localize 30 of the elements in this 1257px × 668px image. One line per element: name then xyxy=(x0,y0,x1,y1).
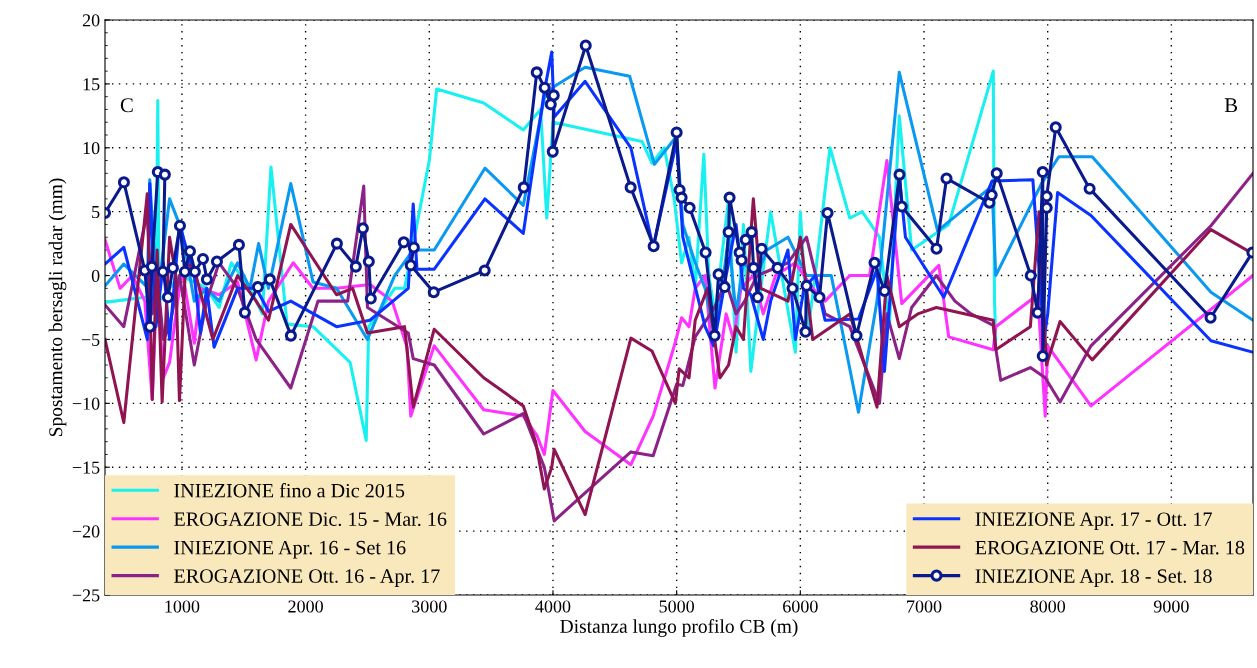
x-tick-label: 1000 xyxy=(165,600,200,613)
x-tick-label: 6000 xyxy=(783,600,818,613)
legend-label: INIEZIONE Apr. 16 - Set 16 xyxy=(174,540,406,559)
y-tick-label: −25 xyxy=(72,589,100,602)
y-tick-label: −15 xyxy=(72,461,100,474)
x-tick-label: 2000 xyxy=(288,600,323,613)
y-tick-label: 5 xyxy=(92,206,100,219)
y-tick-label: −10 xyxy=(72,397,100,410)
annotation: C xyxy=(120,98,133,113)
x-tick-label: 3000 xyxy=(412,600,447,613)
x-tick-label: 7000 xyxy=(907,600,942,613)
annotation: B xyxy=(1224,98,1238,113)
x-tick-label: 4000 xyxy=(535,600,571,613)
legend-label: EROGAZIONE Ott. 16 - Apr. 17 xyxy=(174,569,440,587)
legend-label: EROGAZIONE Ott. 17 - Mar. 18 xyxy=(975,540,1245,555)
y-tick-label: 20 xyxy=(82,14,100,27)
x-axis-title: Distanza lungo profilo CB (m) xyxy=(560,619,798,637)
legend-label: INIEZIONE Apr. 18 - Set. 18 xyxy=(975,569,1212,587)
x-tick-label: 9000 xyxy=(1153,600,1189,613)
x-tick-label: 5000 xyxy=(659,600,695,613)
y-tick-label: −5 xyxy=(81,333,100,346)
y-tick-label: 15 xyxy=(83,78,100,91)
y-axis-title: Spostamento bersagli radar (mm) xyxy=(48,178,67,437)
legend-label: INIEZIONE fino a Dic 2015 xyxy=(174,483,405,498)
x-tick-label: 8000 xyxy=(1030,600,1066,613)
y-tick-label: 0 xyxy=(91,269,100,282)
y-tick-label: 10 xyxy=(83,142,100,155)
legend-label: EROGAZIONE Dic. 15 - Mar. 16 xyxy=(174,512,447,527)
y-tick-label: −20 xyxy=(72,525,100,538)
legend-label: INIEZIONE Apr. 17 - Ott. 17 xyxy=(975,512,1212,531)
